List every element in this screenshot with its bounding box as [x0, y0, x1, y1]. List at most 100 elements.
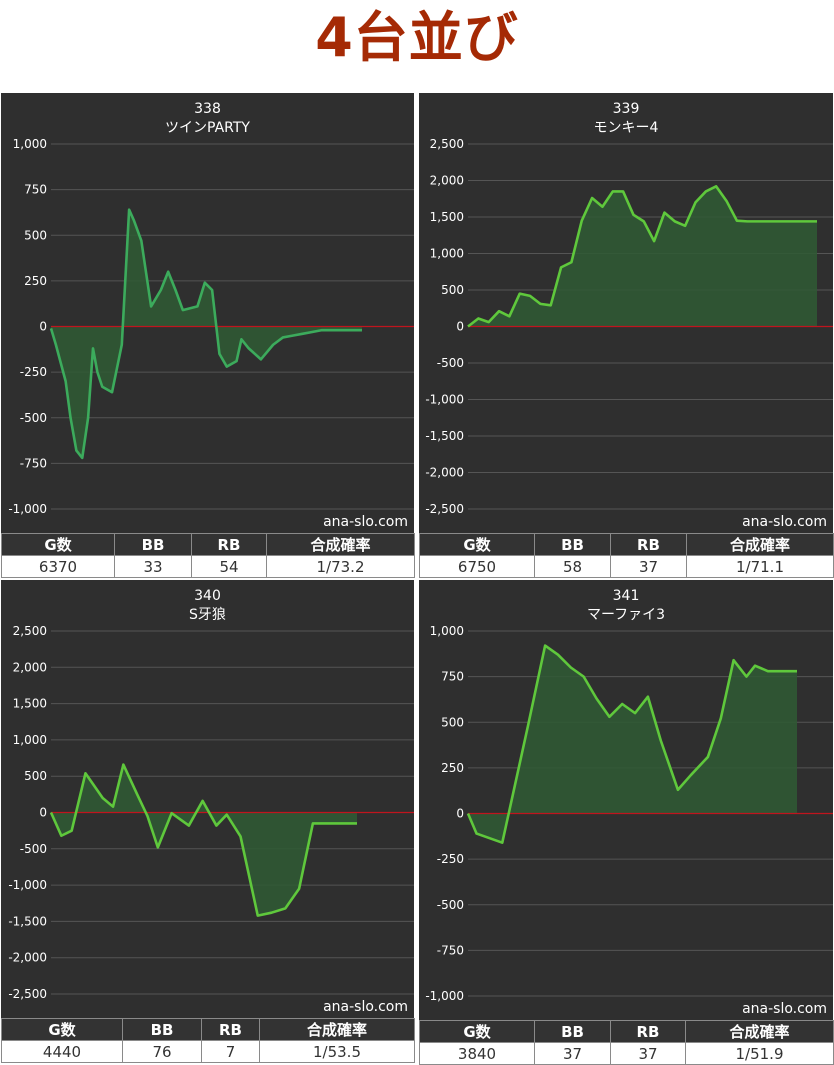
machine-number: 341 — [613, 588, 640, 604]
y-tick-label: 750 — [441, 670, 464, 684]
combined-value: 1/53.5 — [259, 1040, 415, 1063]
y-tick-label: 1,000 — [430, 624, 464, 638]
series-line — [467, 185, 817, 328]
series-line — [49, 763, 357, 917]
y-tick-label: -1,500 — [8, 914, 47, 928]
y-tick-label: 250 — [441, 761, 464, 775]
stats-value-row: 3840 37 37 1/51.9 — [419, 1042, 834, 1065]
y-tick-label: 1,000 — [13, 137, 47, 151]
chart-box: 338 ツインPARTY 1,000 750 500 250 0 -250 -500 -750 -1… — [1, 93, 414, 533]
header-rb: RB — [201, 1018, 260, 1041]
machine-name: マーファイ3 — [587, 607, 665, 623]
games-value: 6370 — [1, 555, 115, 578]
y-tick-label: 0 — [456, 320, 464, 334]
machine-name: S牙狼 — [189, 607, 226, 623]
machine-name: ツインPARTY — [165, 120, 250, 136]
machine-panel-340: 340 S牙狼 2,500 2,000 1,500 1,000 500 0 -500 -1,000… — [1, 580, 415, 1064]
stats-value-row: 6370 33 54 1/73.2 — [1, 555, 415, 578]
line-chart: 338 ツインPARTY 1,000 750 500 250 0 -250 -500 -750 -1… — [8, 101, 414, 530]
line-chart: 339 モンキー4 2,500 2,000 1,500 1,000 500 0 -500 -1,0… — [425, 101, 833, 530]
y-tick-label: -250 — [20, 365, 47, 379]
stats-table: G数 BB RB 合成確率 6750 58 37 1/71.1 — [419, 533, 834, 578]
y-tick-label: 0 — [39, 320, 47, 334]
chart-box: 340 S牙狼 2,500 2,000 1,500 1,000 500 0 -500 -1,000… — [1, 580, 414, 1018]
header-combined: 合成確率 — [686, 533, 834, 556]
watermark: ana-slo.com — [742, 1001, 827, 1017]
machine-number: 339 — [613, 101, 640, 117]
header-bb: BB — [122, 1018, 202, 1041]
y-tick-label: 250 — [24, 274, 47, 288]
stats-table: G数 BB RB 合成確率 3840 37 37 1/51.9 — [419, 1020, 834, 1065]
y-tick-label: -1,000 — [8, 878, 47, 892]
bb-value: 33 — [114, 555, 192, 578]
y-tick-label: -2,000 — [8, 951, 47, 965]
stats-value-row: 4440 76 7 1/53.5 — [1, 1040, 415, 1063]
stats-value-row: 6750 58 37 1/71.1 — [419, 555, 834, 578]
y-tick-label: 1,500 — [430, 210, 464, 224]
y-tick-label: -2,500 — [8, 987, 47, 1001]
rb-value: 37 — [610, 1042, 686, 1065]
y-tick-label: 500 — [441, 715, 464, 729]
header-bb: BB — [534, 1020, 611, 1043]
stats-header-row: G数 BB RB 合成確率 — [419, 1020, 834, 1043]
y-tick-label: -1,000 — [8, 502, 47, 516]
machine-panel-338: 338 ツインPARTY 1,000 750 500 250 0 -250 -500 -750 -1… — [1, 93, 415, 580]
machine-panel-341: 341 マーファイ3 1,000 750 500 250 0 -250 -500 -750 -1,0… — [419, 580, 834, 1065]
series-area — [468, 186, 817, 327]
watermark: ana-slo.com — [323, 514, 408, 530]
stats-header-row: G数 BB RB 合成確率 — [1, 1018, 415, 1041]
games-value: 4440 — [1, 1040, 123, 1063]
games-value: 6750 — [419, 555, 535, 578]
combined-value: 1/51.9 — [685, 1042, 834, 1065]
header-combined: 合成確率 — [685, 1020, 834, 1043]
y-tick-label: 2,000 — [13, 660, 47, 674]
y-tick-label: -2,500 — [425, 502, 464, 516]
watermark: ana-slo.com — [323, 999, 408, 1015]
machine-number: 338 — [194, 101, 221, 117]
y-tick-label: 1,500 — [13, 697, 47, 711]
page-title: 4台並び — [315, 6, 519, 69]
combined-value: 1/73.2 — [266, 555, 415, 578]
y-tick-label: 500 — [441, 283, 464, 297]
bb-value: 37 — [534, 1042, 611, 1065]
y-tick-label: -500 — [20, 842, 47, 856]
header-rb: RB — [191, 533, 267, 556]
rb-value: 54 — [191, 555, 267, 578]
header-combined: 合成確率 — [259, 1018, 415, 1041]
machine-name: モンキー4 — [594, 120, 659, 136]
series-area — [468, 645, 797, 843]
header-combined: 合成確率 — [266, 533, 415, 556]
stats-header-row: G数 BB RB 合成確率 — [419, 533, 834, 556]
games-value: 3840 — [419, 1042, 535, 1065]
y-tick-label: 0 — [456, 807, 464, 821]
header-games: G数 — [419, 1020, 535, 1043]
y-tick-label: -750 — [437, 943, 464, 957]
rb-value: 37 — [610, 555, 687, 578]
y-tick-label: -2,000 — [425, 466, 464, 480]
y-tick-label: -500 — [437, 356, 464, 370]
header-games: G数 — [1, 533, 115, 556]
y-tick-label: -1,000 — [425, 989, 464, 1003]
line-chart: 341 マーファイ3 1,000 750 500 250 0 -250 -500 -750 -1,0… — [425, 588, 833, 1017]
combined-value: 1/71.1 — [686, 555, 834, 578]
y-tick-label: 500 — [24, 228, 47, 242]
y-tick-label: -750 — [20, 456, 47, 470]
y-tick-label: -250 — [437, 852, 464, 866]
series-area — [51, 764, 357, 916]
y-tick-label: 500 — [24, 769, 47, 783]
y-tick-label: 2,500 — [13, 624, 47, 638]
chart-box: 339 モンキー4 2,500 2,000 1,500 1,000 500 0 -500 -1,0… — [419, 93, 833, 533]
header-rb: RB — [610, 1020, 686, 1043]
machine-panel-339: 339 モンキー4 2,500 2,000 1,500 1,000 500 0 -500 -1,0… — [419, 93, 834, 580]
series-line — [49, 208, 362, 460]
header-games: G数 — [419, 533, 535, 556]
header-bb: BB — [114, 533, 192, 556]
y-tick-label: -1,000 — [425, 393, 464, 407]
y-tick-label: -500 — [20, 411, 47, 425]
y-tick-label: -500 — [437, 898, 464, 912]
y-tick-label: 2,000 — [430, 174, 464, 188]
y-tick-label: 750 — [24, 183, 47, 197]
watermark: ana-slo.com — [742, 514, 827, 530]
bb-value: 76 — [122, 1040, 202, 1063]
series-line — [466, 644, 797, 845]
